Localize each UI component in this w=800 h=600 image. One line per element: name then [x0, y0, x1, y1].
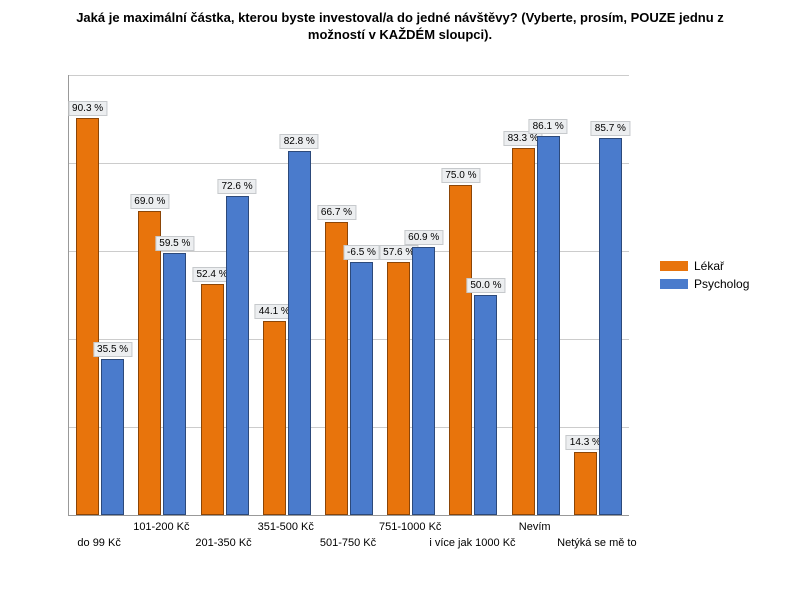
- bar: [474, 295, 497, 515]
- x-tick-label: 101-200 Kč: [133, 521, 189, 533]
- x-tick-label: i více jak 1000 Kč: [429, 537, 515, 549]
- bar: [512, 148, 535, 515]
- bar: [449, 185, 472, 515]
- chart-container: Jaká je maximální částka, kterou byste i…: [0, 0, 800, 600]
- bar: [537, 136, 560, 515]
- bar-value-label: 82.8 %: [280, 134, 319, 149]
- bar: [263, 321, 286, 515]
- bar-value-label: 66.7 %: [317, 205, 356, 220]
- bar-value-label: 59.5 %: [155, 236, 194, 251]
- legend-swatch: [660, 279, 688, 289]
- x-tick-label: 351-500 Kč: [258, 521, 314, 533]
- y-tick-label: 60 %: [0, 245, 60, 257]
- bar: [163, 253, 186, 515]
- bar: [350, 262, 373, 515]
- bar-value-label: 72.6 %: [217, 179, 256, 194]
- y-tick-label: 40 %: [0, 333, 60, 345]
- legend-item: Lékař: [660, 259, 749, 273]
- plot-area: 90.3 %35.5 %69.0 %59.5 %52.4 %72.6 %44.1…: [68, 75, 629, 516]
- gridline: [69, 75, 629, 76]
- bar-value-label: 35.5 %: [93, 342, 132, 357]
- bar-value-label: 75.0 %: [441, 168, 480, 183]
- bar-value-label: 69.0 %: [130, 194, 169, 209]
- x-tick-label: Netýká se mě to: [557, 537, 636, 549]
- legend-label: Lékař: [694, 259, 724, 273]
- bar-value-label: 85.7 %: [591, 121, 630, 136]
- y-tick-label: 80 %: [0, 157, 60, 169]
- bar: [288, 151, 311, 515]
- x-tick-label: 201-350 Kč: [195, 537, 251, 549]
- legend: Lékař Psycholog: [660, 255, 749, 295]
- chart-title: Jaká je maximální částka, kterou byste i…: [0, 0, 800, 44]
- bar: [412, 247, 435, 515]
- bar: [101, 359, 124, 515]
- y-tick-label: 20 %: [0, 421, 60, 433]
- bar: [325, 222, 348, 515]
- bar-value-label: 50.0 %: [466, 278, 505, 293]
- bar: [226, 196, 249, 515]
- bar-value-label: 86.1 %: [529, 119, 568, 134]
- bar: [599, 138, 622, 515]
- y-tick-label: 0 %: [0, 509, 60, 521]
- bar: [387, 262, 410, 515]
- x-tick-label: Nevím: [519, 521, 551, 533]
- bar: [574, 452, 597, 515]
- bar-value-label: -6.5 %: [343, 245, 380, 260]
- y-tick-label: 100 %: [0, 69, 60, 81]
- bar-value-label: 90.3 %: [68, 101, 107, 116]
- x-tick-label: do 99 Kč: [77, 537, 120, 549]
- bar: [201, 284, 224, 515]
- x-tick-label: 751-1000 Kč: [379, 521, 441, 533]
- bar: [138, 211, 161, 515]
- legend-label: Psycholog: [694, 277, 749, 291]
- x-tick-label: 501-750 Kč: [320, 537, 376, 549]
- bar: [76, 118, 99, 515]
- bar-value-label: 60.9 %: [404, 230, 443, 245]
- legend-swatch: [660, 261, 688, 271]
- legend-item: Psycholog: [660, 277, 749, 291]
